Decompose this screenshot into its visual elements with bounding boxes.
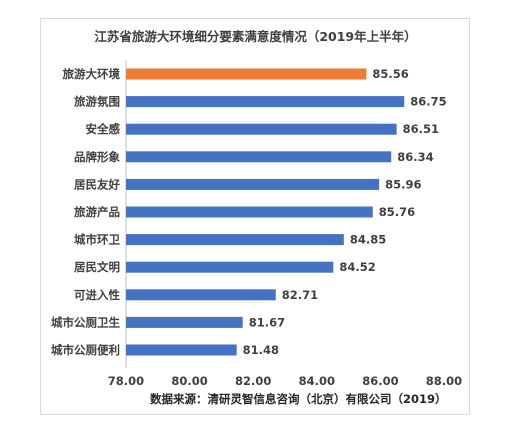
x-tick-label: 82.00 [235, 374, 271, 388]
bar [126, 151, 392, 163]
chart-title: 江苏省旅游大环境细分要素满意度情况（2019年上半年） [94, 29, 417, 44]
bar [126, 123, 397, 135]
bar [126, 344, 237, 356]
value-label: 85.96 [385, 177, 421, 191]
category-label: 城市公厕便利 [51, 343, 120, 357]
x-tick-label: 86.00 [362, 374, 398, 388]
x-tick-label: 78.00 [108, 374, 144, 388]
bar [126, 96, 405, 108]
category-label: 可进入性 [74, 288, 120, 302]
value-label: 86.75 [410, 95, 446, 109]
bar [126, 261, 334, 273]
category-label: 居民文明 [74, 260, 120, 274]
value-label: 85.76 [379, 205, 415, 219]
category-label: 城市环卫 [74, 233, 120, 247]
category-label: 居民友好 [74, 177, 120, 191]
value-label: 81.67 [249, 315, 285, 329]
bar [126, 206, 373, 218]
category-label: 旅游氛围 [74, 95, 120, 109]
category-label: 城市公厕卫生 [51, 315, 120, 329]
value-label: 85.56 [372, 67, 408, 81]
value-label: 86.51 [403, 122, 439, 136]
x-tick-label: 80.00 [171, 374, 207, 388]
bar [126, 316, 243, 328]
bar [126, 234, 344, 246]
value-label: 81.48 [243, 343, 279, 357]
source-note: 数据来源：清研灵智信息咨询（北京）有限公司（2019） [150, 392, 447, 406]
value-label: 86.34 [397, 150, 433, 164]
bar [126, 289, 276, 301]
value-label: 82.71 [282, 288, 318, 302]
bar [126, 68, 367, 80]
category-label: 旅游产品 [74, 205, 120, 219]
bar [126, 178, 380, 190]
value-label: 84.52 [339, 260, 375, 274]
x-tick-label: 84.00 [299, 374, 335, 388]
category-label: 旅游大环境 [63, 67, 121, 81]
x-tick-label: 88.00 [426, 374, 462, 388]
category-label: 安全感 [86, 122, 121, 136]
category-label: 品牌形象 [74, 150, 120, 164]
value-label: 84.85 [350, 233, 386, 247]
